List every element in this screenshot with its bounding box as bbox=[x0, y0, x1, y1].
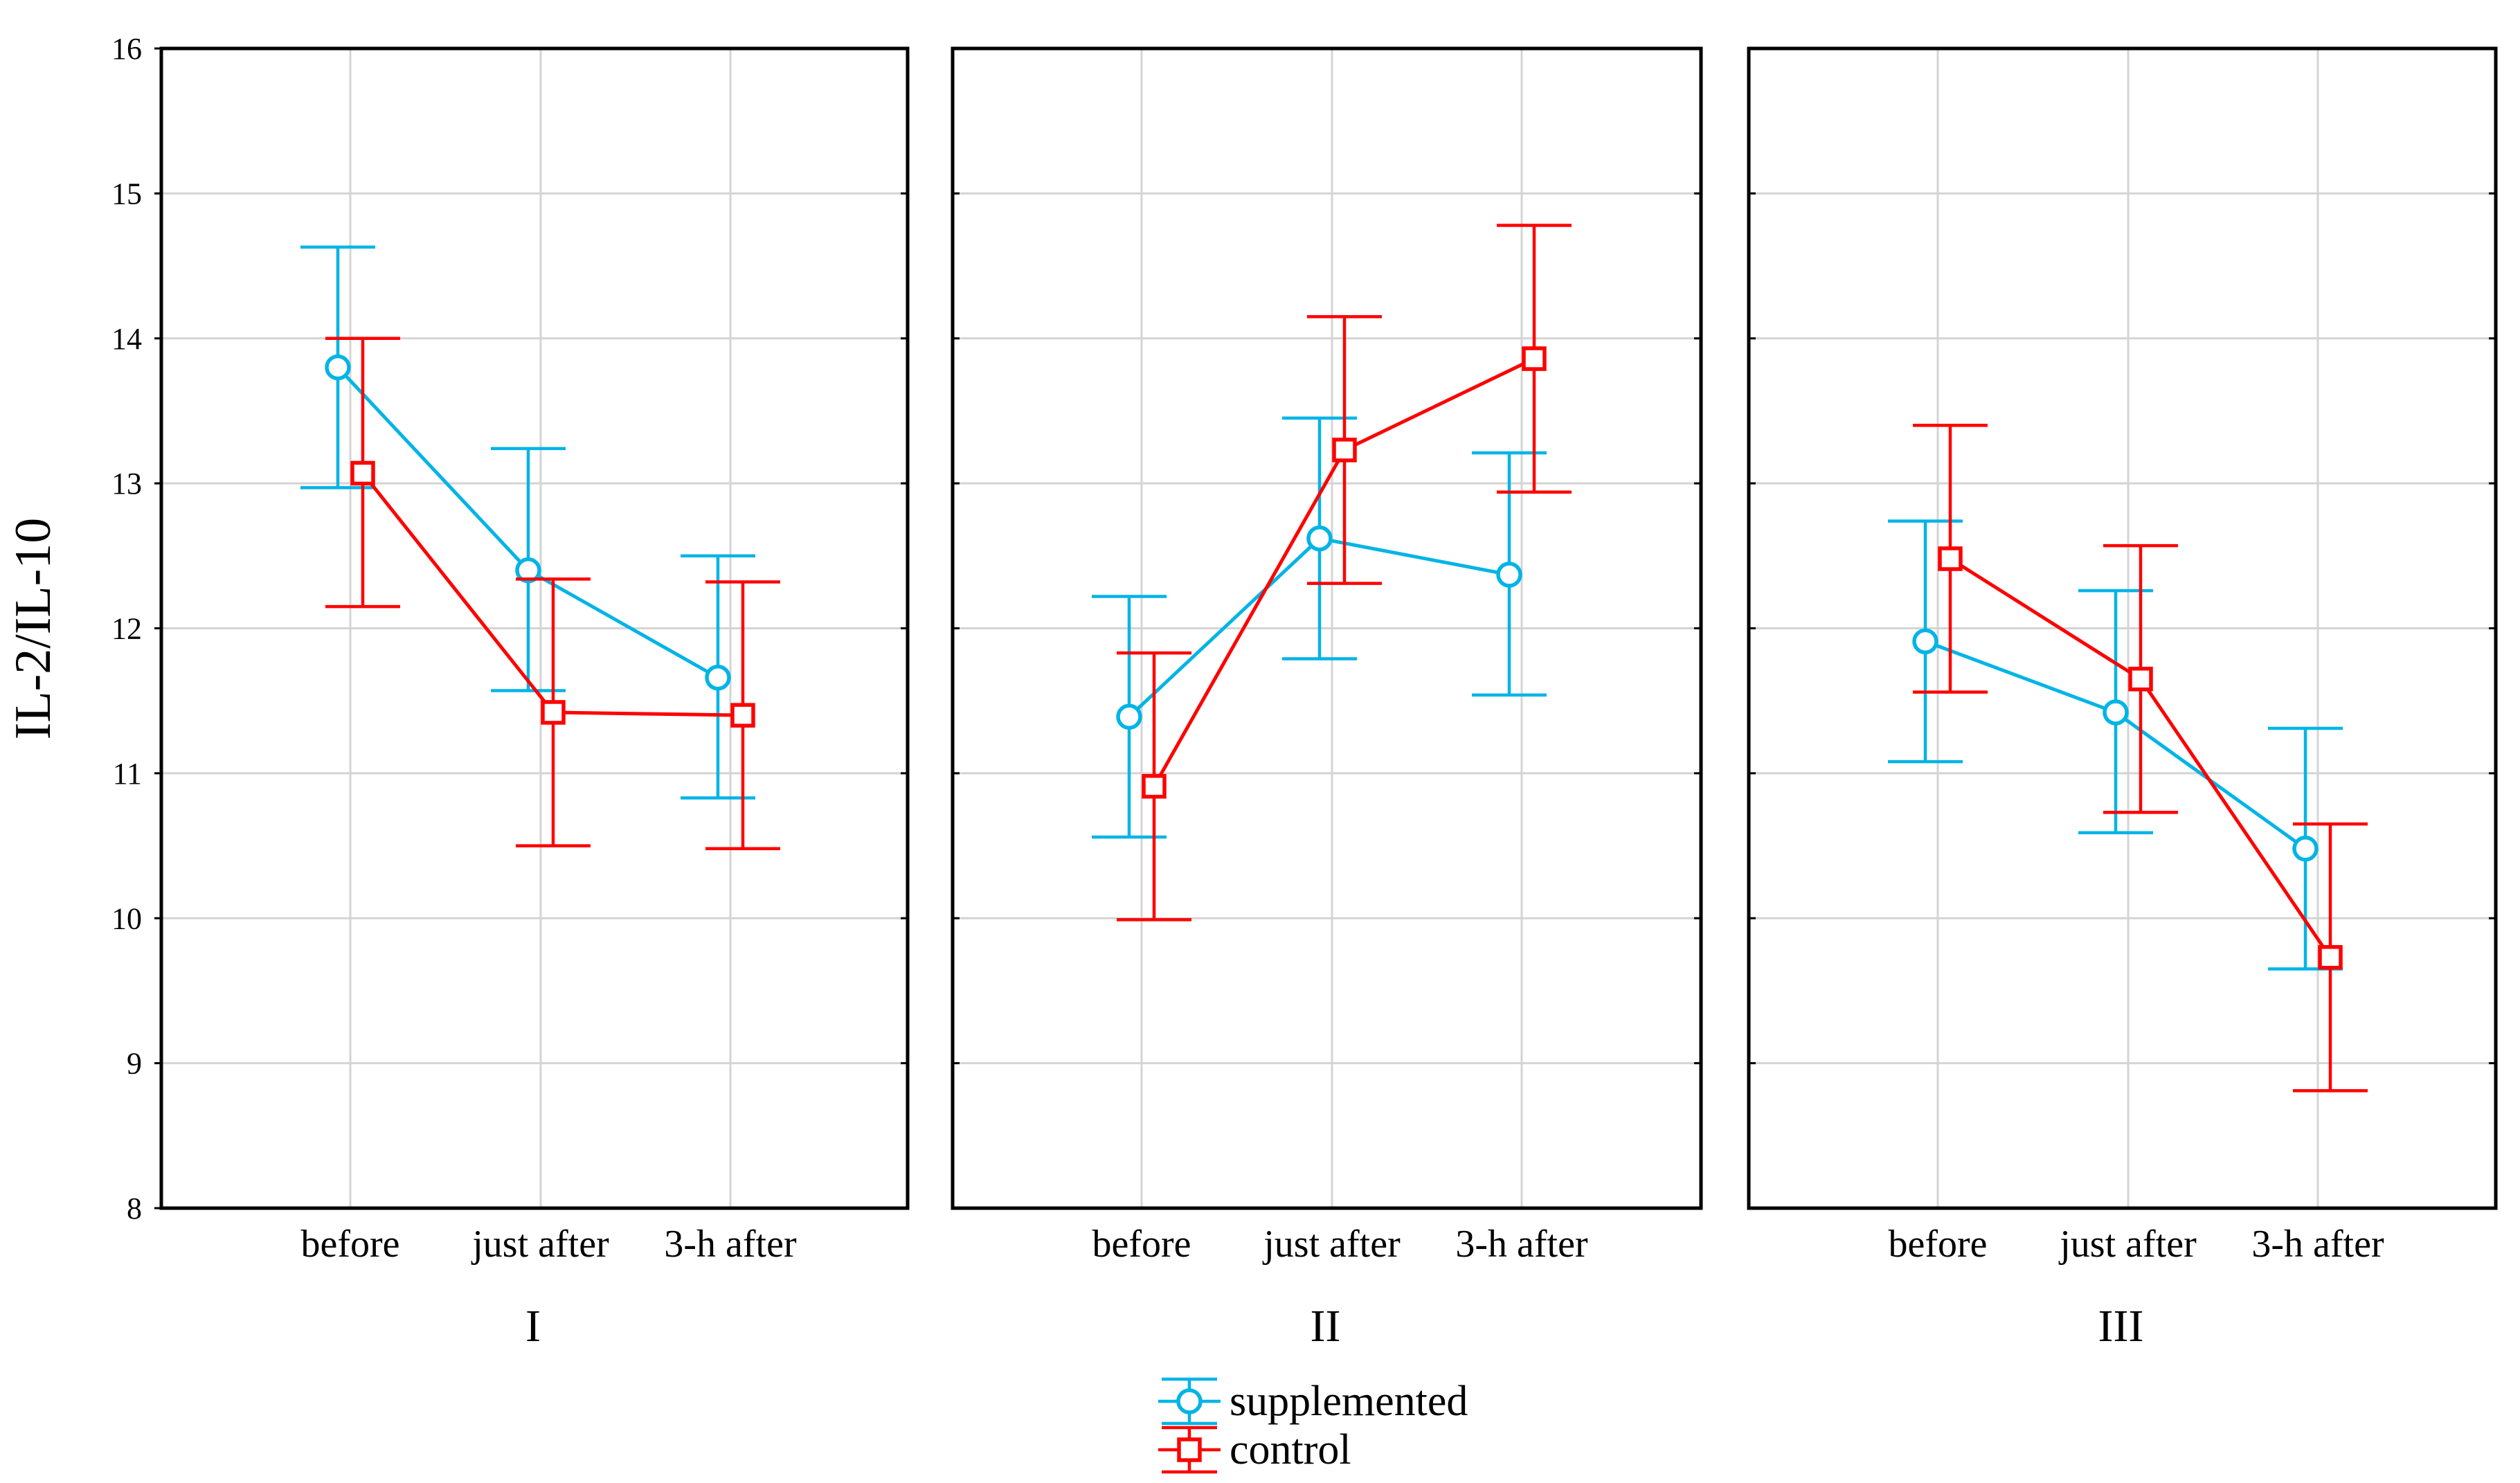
data-point-control bbox=[1142, 773, 1167, 799]
panel-1: 8 9 10 11 12 13 14 15 16 before just after 3-h afte… bbox=[111, 32, 910, 1351]
x-tick-label: just after bbox=[471, 1223, 609, 1266]
data-point-supplemented bbox=[325, 354, 351, 381]
panel-label: I bbox=[525, 1301, 541, 1351]
x-tick-label: before bbox=[1092, 1223, 1191, 1266]
y-tick-label: 11 bbox=[113, 757, 142, 791]
data-point-supplemented bbox=[705, 664, 731, 691]
panels: 8 9 10 11 12 13 14 15 16 before just after 3-h afte… bbox=[111, 32, 2498, 1351]
data-point-supplemented bbox=[2292, 836, 2319, 862]
panel-label: III bbox=[2098, 1301, 2144, 1351]
x-tick-label: 3-h after bbox=[664, 1223, 797, 1266]
y-axis-label: IL-2/IL-10 bbox=[5, 518, 62, 740]
y-tick-label: 15 bbox=[111, 177, 142, 210]
series-control bbox=[1913, 424, 2368, 1093]
data-point-control bbox=[1332, 438, 1357, 462]
data-point-supplemented bbox=[1306, 525, 1333, 552]
x-tick-label: just after bbox=[2058, 1223, 2197, 1266]
data-point-supplemented bbox=[1912, 628, 1938, 655]
panel-2: before just after 3-h after II bbox=[951, 46, 1703, 1351]
data-point-control bbox=[730, 703, 755, 728]
legend-label-control: control bbox=[1230, 1426, 1351, 1473]
y-tick-label: 10 bbox=[111, 901, 142, 935]
x-tick-label: before bbox=[1888, 1223, 1987, 1266]
y-tick-label: 9 bbox=[127, 1047, 142, 1081]
y-tick-label: 13 bbox=[111, 467, 142, 501]
panel-label: II bbox=[1311, 1301, 1341, 1351]
series-supplemented bbox=[1092, 416, 1547, 839]
y-tick-label: 16 bbox=[111, 32, 142, 66]
panel-3: before just after 3-h after III bbox=[1747, 46, 2498, 1351]
x-tick-label: 3-h after bbox=[1455, 1223, 1588, 1266]
y-tick-label: 8 bbox=[127, 1192, 142, 1225]
data-point-supplemented bbox=[515, 557, 541, 584]
data-point-control bbox=[2318, 945, 2343, 970]
legend-marker-supplemented bbox=[1176, 1388, 1203, 1414]
series-control bbox=[1117, 224, 1572, 922]
data-point-supplemented bbox=[2103, 699, 2129, 726]
x-tick-label: just after bbox=[1262, 1223, 1401, 1266]
data-point-supplemented bbox=[1116, 703, 1142, 730]
data-point-control bbox=[1938, 546, 1963, 571]
series-supplemented bbox=[1888, 519, 2343, 971]
data-point-control bbox=[2128, 667, 2153, 692]
data-point-supplemented bbox=[1496, 561, 1522, 588]
legend-item-control: control bbox=[1158, 1426, 1351, 1474]
y-tick-label: 14 bbox=[111, 322, 142, 356]
series-control bbox=[325, 336, 780, 850]
data-point-control bbox=[350, 460, 375, 486]
x-tick-label: 3-h after bbox=[2251, 1223, 2384, 1266]
legend-marker-control bbox=[1177, 1437, 1202, 1462]
data-point-control bbox=[541, 700, 566, 725]
y-tick-label: 12 bbox=[111, 612, 142, 646]
data-point-control bbox=[1522, 346, 1547, 371]
legend-item-supplemented: supplemented bbox=[1158, 1377, 1468, 1426]
legend-label-supplemented: supplemented bbox=[1230, 1378, 1468, 1425]
x-tick-label: before bbox=[300, 1223, 399, 1266]
